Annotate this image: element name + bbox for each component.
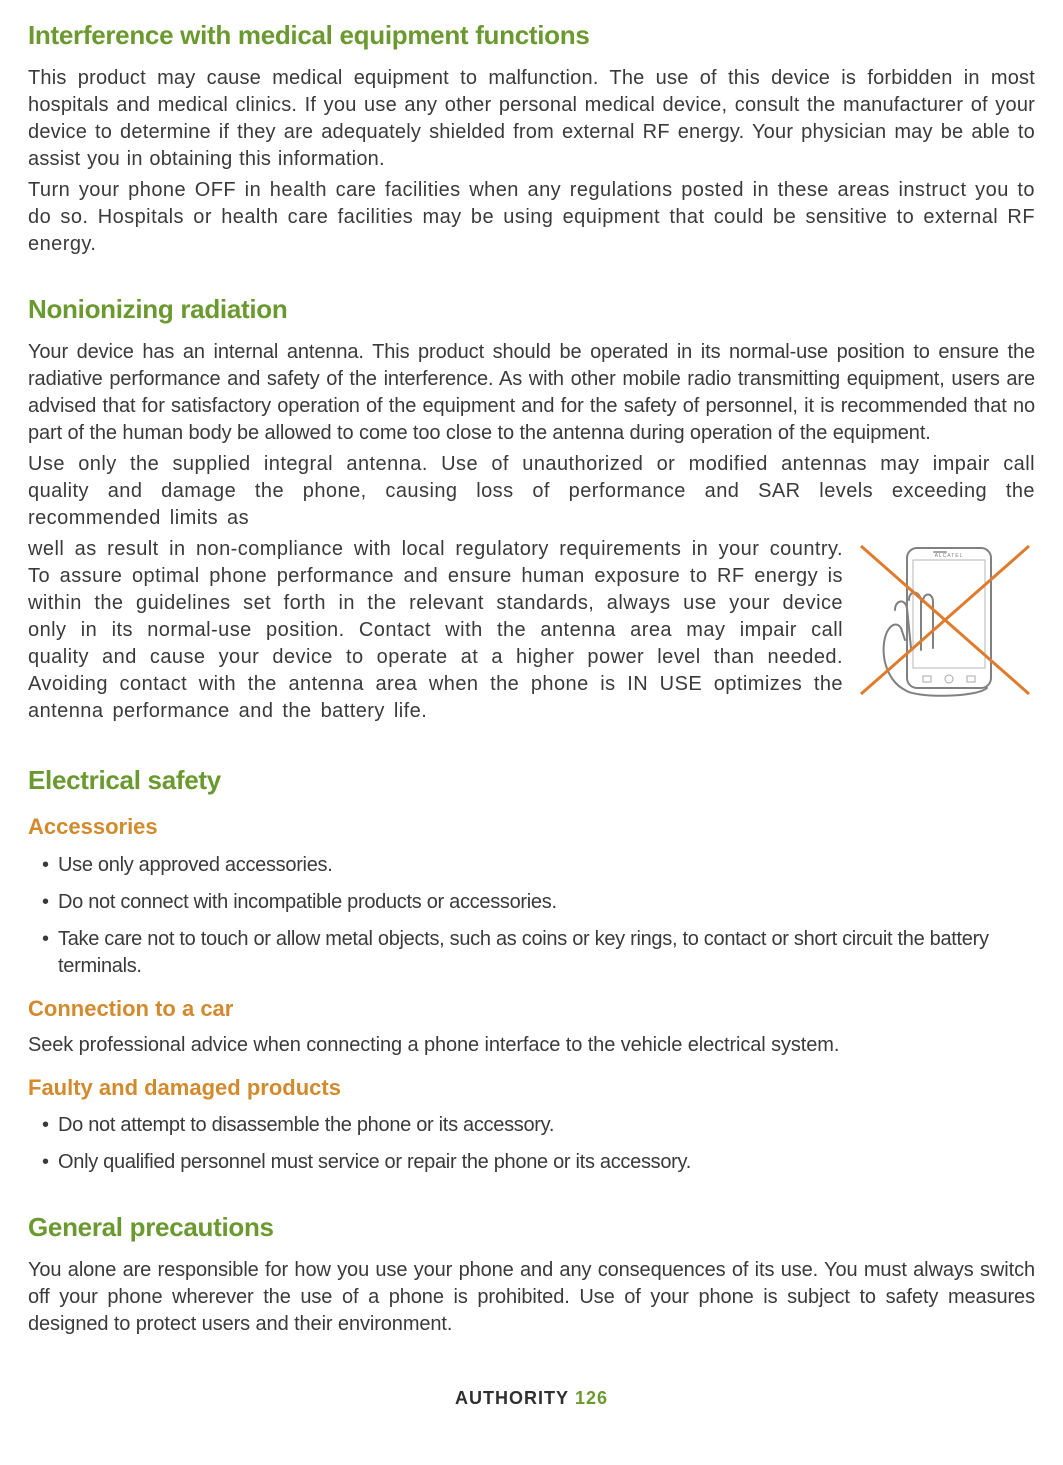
list-item: Do not attempt to disassemble the phone …	[58, 1112, 1035, 1139]
list-item: Take care not to touch or allow metal ob…	[58, 926, 1035, 980]
list-item: Use only approved accessories.	[58, 852, 1035, 879]
heading-general: General precautions	[28, 1210, 1035, 1245]
phone-hand-illustration: ALCATEL	[855, 540, 1035, 700]
footer-page-number: 126	[575, 1388, 608, 1408]
paragraph: Seek professional advice when connecting…	[28, 1032, 1035, 1059]
subheading-accessories: Accessories	[28, 812, 1035, 842]
nonionizing-block: Your device has an internal antenna. Thi…	[28, 339, 1035, 729]
heading-nonionizing: Nonionizing radiation	[28, 292, 1035, 327]
footer-brand: AUTHORITY	[455, 1388, 569, 1408]
paragraph: Use only the supplied integral antenna. …	[28, 451, 1035, 532]
accessories-list: Use only approved accessories. Do not co…	[28, 852, 1035, 980]
paragraph: Your device has an internal antenna. Thi…	[28, 339, 1035, 447]
heading-interference: Interference with medical equipment func…	[28, 18, 1035, 53]
list-item: Do not connect with incompatible product…	[58, 889, 1035, 916]
subheading-faulty: Faulty and damaged products	[28, 1073, 1035, 1103]
faulty-list: Do not attempt to disassemble the phone …	[28, 1112, 1035, 1176]
paragraph: This product may cause medical equipment…	[28, 65, 1035, 173]
list-item: Only qualified personnel must service or…	[58, 1149, 1035, 1176]
phone-brand-label: ALCATEL	[935, 553, 964, 559]
paragraph: You alone are responsible for how you us…	[28, 1257, 1035, 1338]
subheading-car: Connection to a car	[28, 994, 1035, 1024]
phone-cross-icon: ALCATEL	[855, 540, 1035, 700]
heading-electrical: Electrical safety	[28, 763, 1035, 798]
page-footer: AUTHORITY 126	[28, 1386, 1035, 1410]
paragraph: Turn your phone OFF in health care facil…	[28, 177, 1035, 258]
